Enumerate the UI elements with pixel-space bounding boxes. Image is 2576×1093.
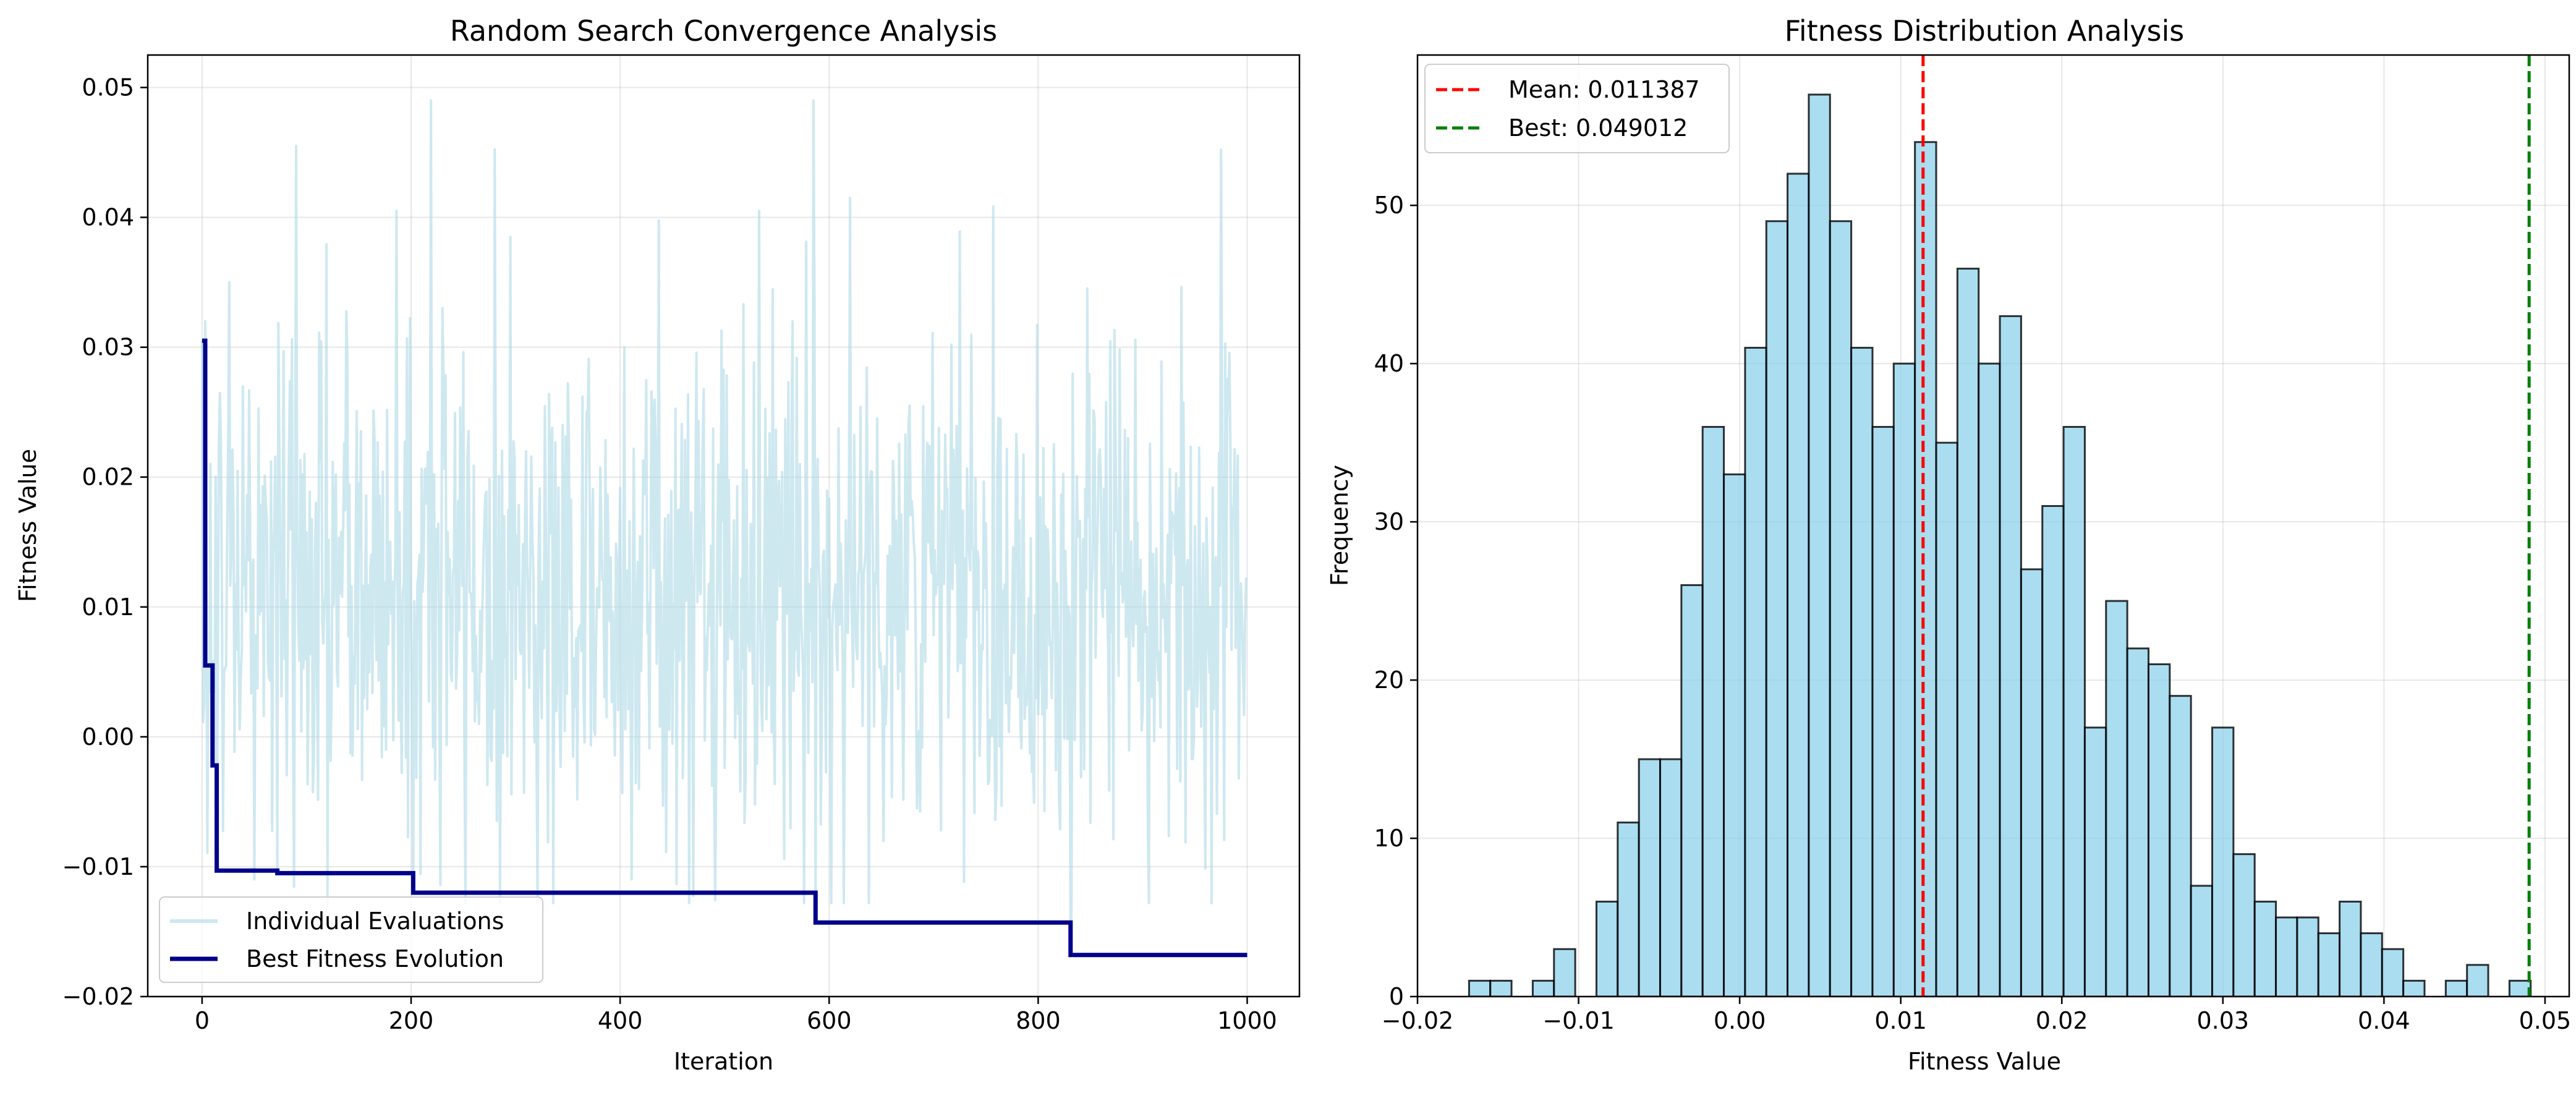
- x-tick-label: 0.02: [2036, 1007, 2088, 1034]
- histogram-bar: [2508, 979, 2532, 997]
- histogram-bar: [2381, 948, 2405, 997]
- x-tick-label: 400: [598, 1007, 643, 1034]
- histogram-bar: [2275, 916, 2298, 997]
- histogram-bar: [2062, 426, 2086, 997]
- histogram-bar: [2296, 916, 2319, 997]
- histogram-bar: [2466, 964, 2489, 997]
- x-tick-label: 0.00: [1714, 1007, 1766, 1034]
- histogram-bar: [1914, 141, 1937, 997]
- histogram-bar: [1829, 220, 1853, 997]
- y-tick-label: 0: [1389, 983, 1404, 1010]
- histogram-bar: [2360, 932, 2383, 997]
- legend: Mean: 0.011387 Best: 0.049012: [1424, 64, 1730, 153]
- y-tick-label: 30: [1374, 508, 1404, 535]
- histogram-bar: [1892, 362, 1916, 997]
- y-tick-label: 0.03: [82, 334, 134, 361]
- histogram-bar: [1978, 362, 2001, 997]
- y-tick-label: 10: [1374, 825, 1404, 852]
- chart-title: Fitness Distribution Analysis: [1785, 14, 2184, 48]
- histogram-bar: [1935, 441, 1958, 997]
- histogram-bar: [1956, 268, 1980, 997]
- x-tick-label: 800: [1016, 1007, 1061, 1034]
- y-tick-label: 0.00: [82, 723, 134, 751]
- plot-data: [1468, 55, 2532, 997]
- histogram-bar: [2317, 932, 2341, 997]
- histogram-bar: [2105, 600, 2128, 997]
- y-tick-label: 0.02: [82, 464, 134, 491]
- x-tick-label: 600: [807, 1007, 852, 1034]
- y-tick-label: −0.02: [62, 983, 134, 1010]
- histogram-bar: [1659, 758, 1683, 997]
- histogram-bar: [1701, 426, 1725, 997]
- legend-label-mean: Mean: 0.011387: [1508, 76, 1700, 103]
- legend-label-individual: Individual Evaluations: [246, 908, 504, 935]
- axis-ticks: −0.02 −0.01 0.00 0.01 0.02 0.03 0.04 0.05 0 10 20 3…: [1374, 192, 2572, 1034]
- histogram-bar: [2190, 885, 2214, 997]
- histogram-bar: [1489, 979, 1513, 997]
- x-tick-label: 0.05: [2519, 1007, 2572, 1034]
- histogram-bar: [1765, 220, 1789, 997]
- histogram-bar: [1850, 347, 1874, 997]
- x-tick-label: 0.01: [1874, 1007, 1927, 1034]
- histogram-bar: [1553, 948, 1576, 997]
- x-axis-label: Fitness Value: [1908, 1048, 2061, 1075]
- histogram-bar: [1808, 93, 1831, 997]
- histogram-bar: [1723, 473, 1746, 997]
- histogram-bar: [1595, 900, 1619, 997]
- x-tick-label: 0.04: [2358, 1007, 2410, 1034]
- histogram-bar: [1744, 347, 1767, 997]
- legend-box: [159, 896, 543, 983]
- legend-label-best: Best Fitness Evolution: [246, 945, 504, 972]
- x-tick-label: −0.01: [1542, 1007, 1614, 1034]
- legend-box: [1424, 64, 1730, 153]
- x-tick-label: 0.03: [2196, 1007, 2249, 1034]
- series-individual-evaluations: [200, 99, 1248, 956]
- histogram-bar: [2402, 979, 2426, 997]
- histogram-bar: [1617, 821, 1640, 997]
- histogram-bar: [1468, 979, 1492, 997]
- x-tick-label: 1000: [1217, 1007, 1277, 1034]
- histogram-bar: [2253, 900, 2277, 997]
- histogram-bar: [2169, 695, 2192, 997]
- legend-label-best: Best: 0.049012: [1508, 114, 1688, 142]
- distribution-chart: −0.02 −0.01 0.00 0.01 0.02 0.03 0.04 0.05 0 10 20 3…: [1326, 14, 2571, 1075]
- histogram-bar: [2147, 663, 2171, 997]
- histogram-bar: [2083, 726, 2107, 997]
- y-tick-label: 0.04: [82, 204, 134, 231]
- axes-frame: [1416, 54, 2570, 998]
- y-tick-label: 50: [1374, 192, 1404, 219]
- y-tick-label: −0.01: [62, 853, 134, 880]
- histogram-bar: [1531, 979, 1555, 997]
- histogram-bar: [2444, 979, 2468, 997]
- x-tick-label: 0: [195, 1007, 210, 1034]
- histogram-bar: [1999, 315, 2022, 997]
- histogram-bar: [1680, 584, 1704, 997]
- plot-data: [200, 99, 1248, 958]
- legend: Individual Evaluations Best Fitness Evol…: [159, 896, 543, 983]
- axis-ticks: 0 200 400 600 800 1000 −0.02 −0.01 0.00 0.01 0.02 0…: [62, 74, 1277, 1034]
- histogram-bar: [1871, 426, 1895, 997]
- histogram-bar: [2211, 726, 2235, 997]
- histogram-bar: [1638, 758, 1662, 997]
- x-tick-label: 200: [389, 1007, 434, 1034]
- y-axis-label: Fitness Value: [14, 449, 41, 602]
- x-tick-label: −0.02: [1382, 1007, 1453, 1034]
- histogram-bar: [2126, 647, 2149, 997]
- y-tick-label: 0.01: [82, 593, 134, 621]
- y-tick-label: 20: [1374, 666, 1404, 694]
- histogram-bar: [2041, 505, 2065, 997]
- y-tick-label: 0.05: [82, 74, 134, 101]
- axes-frame: [147, 54, 1301, 998]
- histogram-bar: [2020, 568, 2044, 997]
- histogram-bar: [2339, 900, 2362, 997]
- series-best-fitness-evolution: [202, 338, 1248, 958]
- y-tick-label: 40: [1374, 350, 1404, 377]
- y-axis-label: Frequency: [1326, 465, 1353, 586]
- convergence-chart: 0 200 400 600 800 1000 −0.02 −0.01 0.00 0.01 0.02 0…: [14, 14, 1301, 1075]
- histogram-bar: [1787, 172, 1810, 997]
- chart-title: Random Search Convergence Analysis: [450, 14, 997, 48]
- x-axis-label: Iteration: [674, 1048, 773, 1075]
- histogram-bar: [2232, 853, 2256, 997]
